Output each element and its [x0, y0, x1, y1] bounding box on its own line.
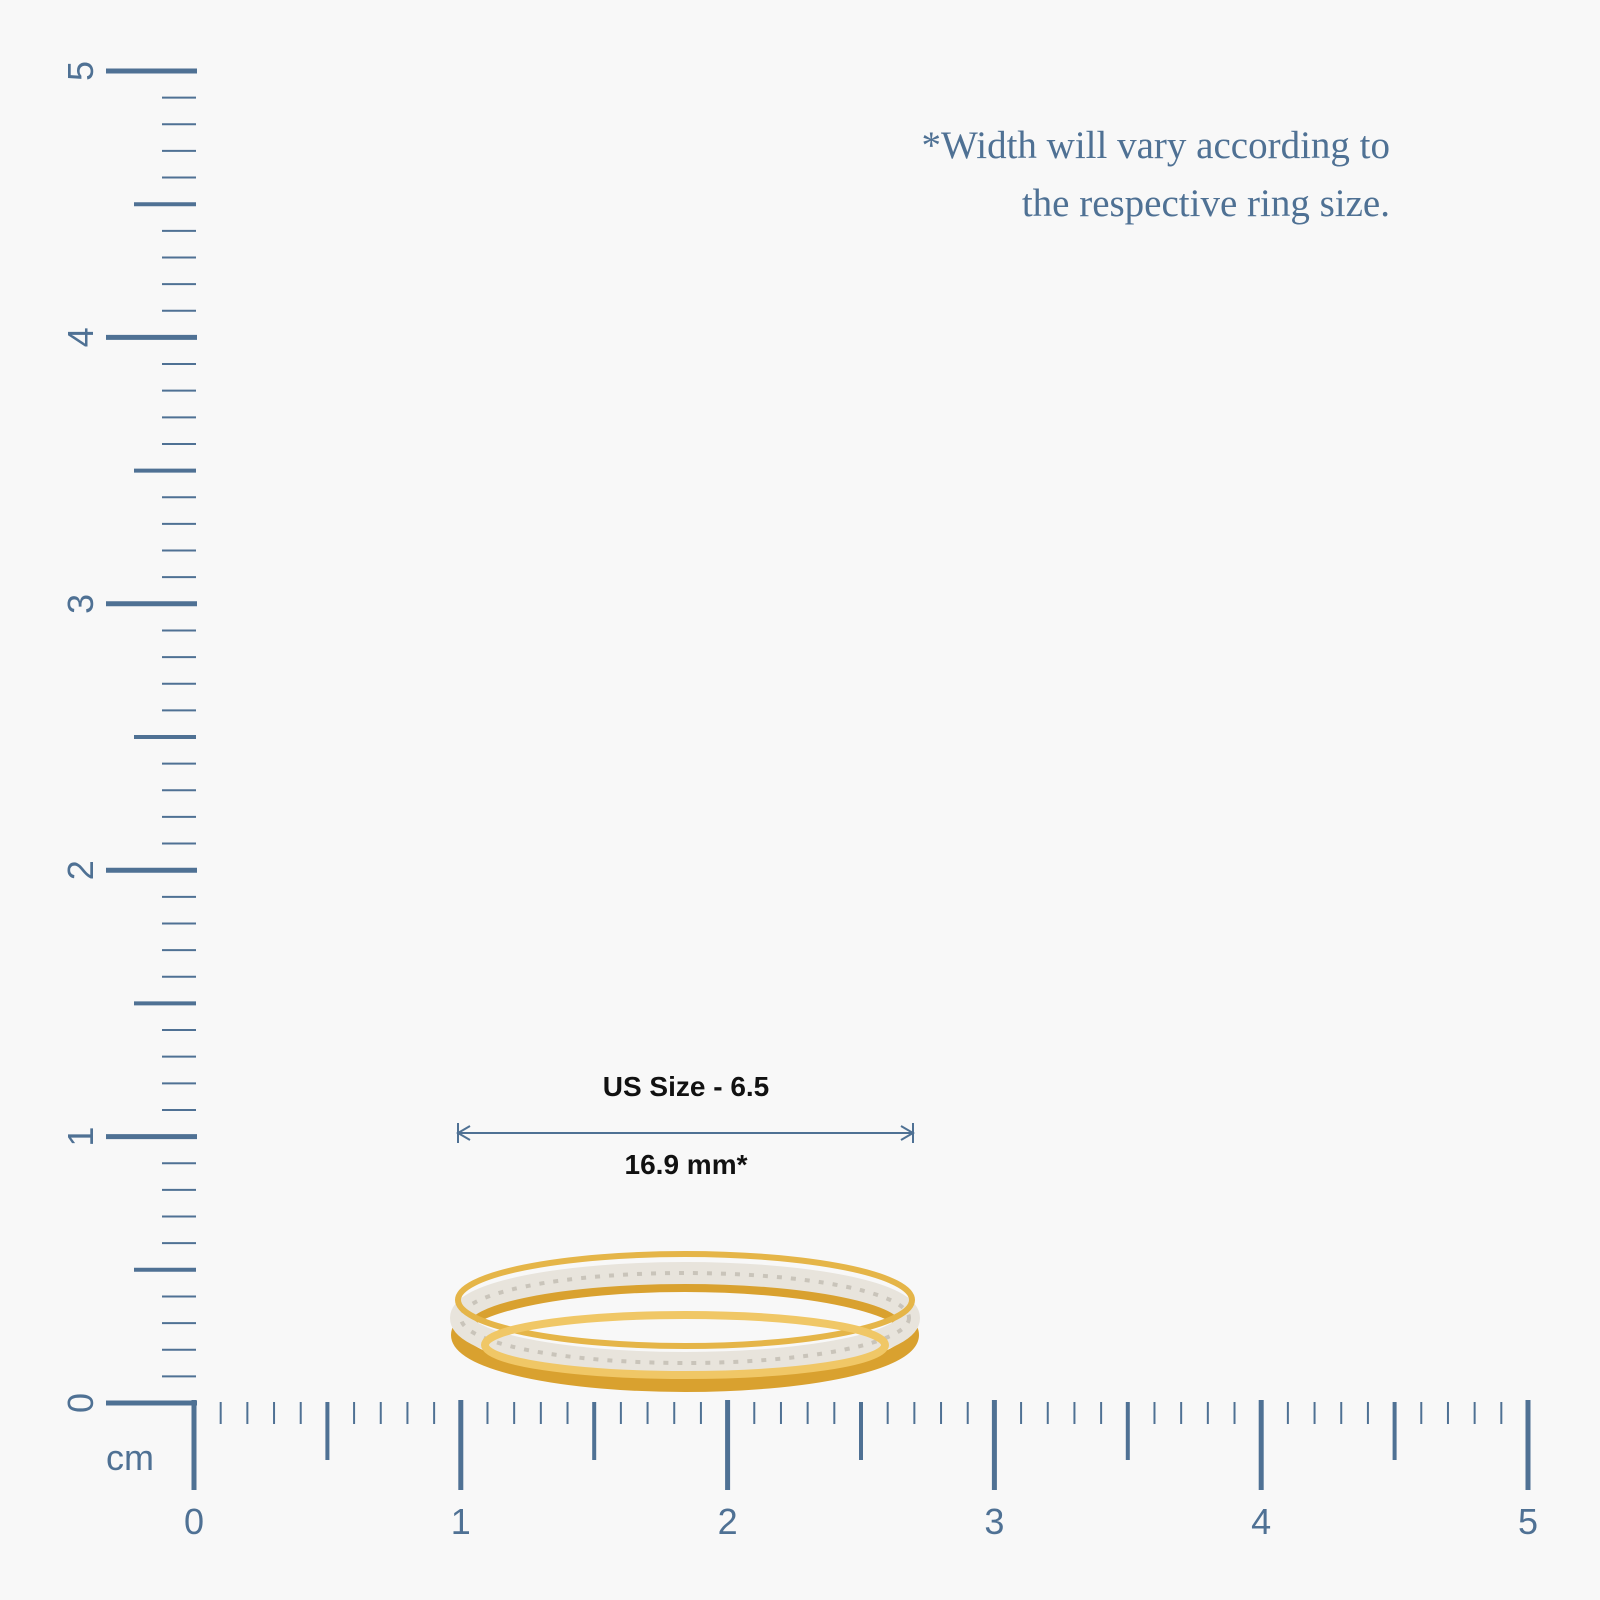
- y-tick-label: 4: [60, 327, 101, 347]
- ring: [450, 1251, 920, 1392]
- x-tick-label: 5: [1518, 1501, 1538, 1542]
- y-tick-label: 2: [60, 860, 101, 880]
- width-arrow: [456, 1123, 915, 1143]
- x-tick-label: 4: [1251, 1501, 1271, 1542]
- unit-label: cm: [106, 1437, 154, 1478]
- size-label: US Size - 6.5: [603, 1071, 770, 1102]
- y-tick-label: 5: [60, 61, 101, 81]
- width-label: 16.9 mm*: [625, 1149, 748, 1180]
- x-tick-label: 3: [984, 1501, 1004, 1542]
- note-line: the respective ring size.: [1022, 182, 1390, 225]
- y-tick-label: 3: [60, 594, 101, 614]
- note-line: *Width will vary according to: [922, 124, 1390, 167]
- y-tick-label: 0: [60, 1393, 101, 1413]
- x-tick-label: 1: [451, 1501, 471, 1542]
- y-tick-label: 1: [60, 1127, 101, 1147]
- x-tick-label: 2: [718, 1501, 738, 1542]
- x-tick-label: 0: [184, 1501, 204, 1542]
